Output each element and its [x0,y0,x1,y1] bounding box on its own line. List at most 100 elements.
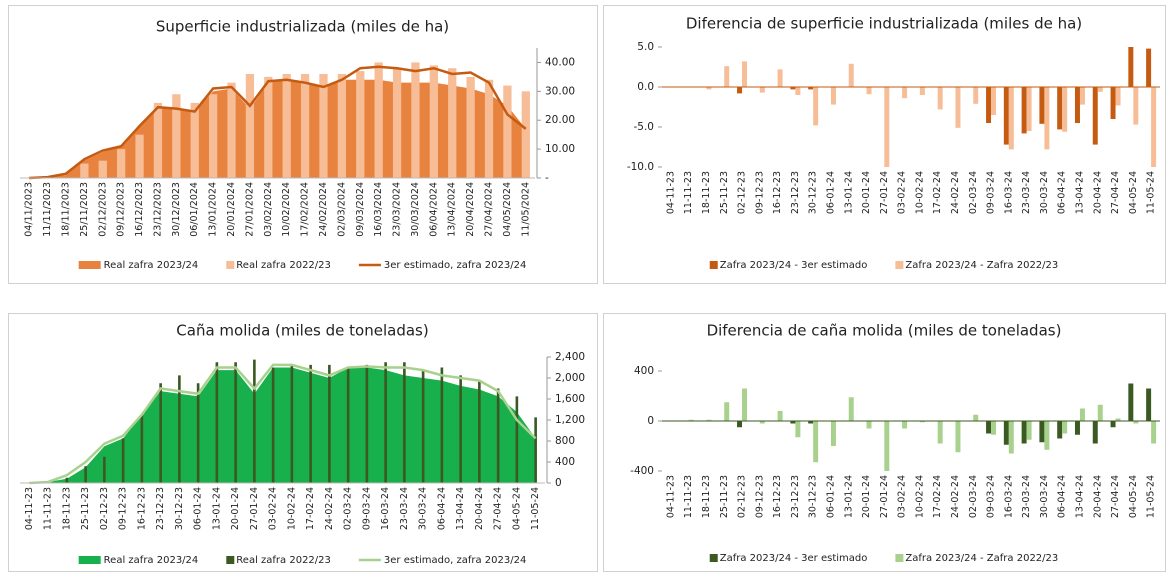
chart-title: Diferencia de caña molida (miles de tone… [707,322,1062,340]
y-tick-label: -10.0 [627,161,654,173]
bar [365,364,369,483]
x-tick-label: 03-02-24 [897,475,908,518]
bar [848,397,854,421]
bar [300,74,310,178]
area [29,79,526,178]
bar [234,362,237,483]
bar [902,421,908,429]
bar [790,87,796,90]
x-tick-label: 23/12/2023 [152,182,163,237]
bar [688,419,694,421]
x-tick-label: 04-05-24 [1128,475,1139,518]
bar [153,102,163,178]
line [29,65,527,180]
x-tick-label: 03-02-24 [268,487,279,530]
x-tick-label: 30/12/2023 [171,182,182,237]
x-tick-label: 16-03-24 [1003,171,1014,214]
bar [1092,87,1098,145]
bar [411,62,420,178]
x-tick-label: 11-05-24 [530,487,541,530]
x-tick-label: 23/03/2024 [392,182,403,237]
bar [384,362,387,483]
bar [328,364,331,483]
bar [1057,421,1063,439]
legend-label: Real zafra 2023/24 [104,555,199,566]
x-tick-label: 02/12/2023 [97,182,108,237]
x-tick-label: 11-11-23 [683,475,694,518]
bar [1133,87,1139,125]
legend-swatch [709,261,718,269]
y-tick-label: 800 [555,435,575,447]
x-tick-label: 17/02/2024 [300,182,311,237]
bar [737,87,743,94]
x-tick-label: 09-12-23 [118,487,129,530]
x-tick-label: 23-12-23 [790,171,801,214]
bar [1128,47,1134,87]
x-tick-label: 16-12-23 [136,487,147,530]
y-tick-label: 1,600 [555,393,585,405]
x-tick-label: 16-12-23 [772,171,783,214]
bar [973,87,979,104]
bar [208,94,218,178]
bar [534,417,537,483]
bar [521,91,530,178]
bar [919,87,925,95]
x-tick-label: 09-03-24 [361,487,372,530]
bar [215,362,219,483]
x-tick-label: 30-03-24 [418,487,429,530]
x-tick-label: 02-03-24 [343,487,354,530]
bar [421,370,425,483]
bar [1044,421,1050,450]
y-tick-label: 5.0 [637,41,654,53]
bar [271,367,275,483]
bar [1026,87,1032,131]
x-tick-label: 06/01/2024 [189,182,200,237]
x-tick-label: 20-01-24 [861,171,872,214]
bar [759,87,765,93]
x-tick-label: 27-01-24 [879,475,890,518]
bar [1074,87,1080,123]
y-tick-label: - [545,172,549,184]
x-tick-label: 11-05-24 [1146,171,1157,214]
y-tick-label: 40.00 [545,56,575,68]
bar [991,421,997,435]
bar [190,102,199,178]
x-tick-label: 16/03/2024 [373,182,384,237]
bar [902,87,908,99]
bar [866,87,872,95]
bar [282,74,291,178]
bar [986,87,992,123]
bar [245,74,255,178]
bar [1115,418,1121,421]
legend: Real zafra 2023/24 Real zafra 2022/23 3er … [78,260,526,271]
bar [459,375,462,483]
x-tick-label: 09/03/2024 [355,182,366,237]
bar [496,388,500,483]
y-tick-label: 0 [555,477,562,489]
bar [1062,421,1068,434]
bar [777,411,783,421]
x-tick-label: 13-04-24 [1074,171,1085,214]
bar [1151,87,1157,167]
bar [98,160,107,178]
x-tick-label: 11-11-23 [683,171,694,214]
bar [937,87,943,110]
bar [955,421,961,453]
x-tick-label: 27-04-24 [493,487,504,530]
x-tick-label: 30-03-24 [1039,171,1050,214]
bar [1115,87,1121,106]
bar [172,94,181,178]
x-tick-label: 02-12-23 [99,487,110,530]
bar [196,383,200,483]
bar [1097,404,1103,421]
bar [515,396,519,483]
x-tick-label: 23-12-23 [790,475,801,518]
x-tick-label: 10/02/2024 [281,182,292,237]
bar [1026,421,1032,440]
x-tick-label: 20-04-24 [1092,171,1103,214]
bar [919,421,925,423]
bar [392,68,402,178]
bar [135,134,144,178]
legend-label: Zafra 2023/24 - Zafra 2022/23 [905,553,1058,564]
x-tick-label: 20-04-24 [474,487,485,530]
